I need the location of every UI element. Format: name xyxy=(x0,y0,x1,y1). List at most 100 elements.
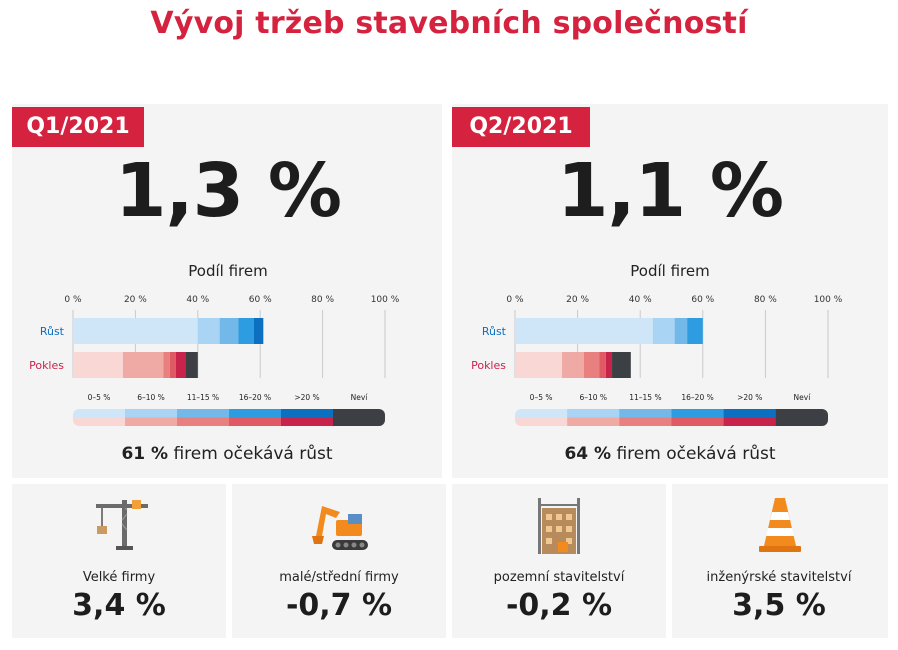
legend-label: 6–10 % xyxy=(579,393,607,402)
bar-segment xyxy=(73,318,198,344)
legend-swatch xyxy=(73,417,126,426)
bar-segment xyxy=(238,318,254,344)
legend-label: 16–20 % xyxy=(681,393,713,402)
x-tick-label: 20 % xyxy=(124,295,147,305)
x-tick-label: 60 % xyxy=(691,295,714,305)
legend-swatch xyxy=(619,417,673,426)
growth-summary-text-q1: firem očekává růst xyxy=(173,444,333,464)
legend-swatch xyxy=(567,409,621,418)
bar-segment xyxy=(197,318,220,344)
chart-subtitle-q1: Podíl firem xyxy=(188,262,268,280)
bar-segment xyxy=(169,352,176,378)
segment-panel-small-medium-firms xyxy=(232,484,446,638)
segment-value-small-medium-firms: -0,7 % xyxy=(285,588,393,623)
segment-label-large-firms: Velké firmy xyxy=(82,570,156,585)
x-tick-label: 60 % xyxy=(249,295,272,305)
legend-bar xyxy=(515,409,828,426)
legend-swatch xyxy=(775,409,828,426)
segment-label-civil-engineering: inženýrské stavitelství xyxy=(706,570,852,585)
x-tick-label: 40 % xyxy=(629,295,652,305)
x-tick-label: 0 % xyxy=(506,295,524,305)
quarter-badge-q2: Q2/2021 xyxy=(452,107,590,147)
bar-segment xyxy=(674,318,688,344)
bar-segment xyxy=(612,352,631,378)
legend-swatch xyxy=(125,417,178,426)
legend-swatch xyxy=(177,409,230,418)
legend-label: >20 % xyxy=(737,393,762,402)
bar-segment xyxy=(163,352,170,378)
bar-segment xyxy=(652,318,675,344)
bar-segment xyxy=(599,352,606,378)
growth-summary-q1: 61 % firem očekává růst xyxy=(62,444,392,464)
category-label: Růst xyxy=(482,325,507,338)
legend-swatch xyxy=(723,409,777,418)
legend-swatch xyxy=(73,409,126,418)
bar-segment xyxy=(583,352,600,378)
growth-share-q1: 61 % xyxy=(121,444,169,464)
legend-swatch xyxy=(671,417,725,426)
bar-segment xyxy=(185,352,198,378)
legend-label: 0–5 % xyxy=(530,393,553,402)
legend-swatch xyxy=(281,417,334,426)
x-tick-label: 0 % xyxy=(64,295,82,305)
legend-swatch xyxy=(281,409,334,418)
legend-swatch xyxy=(671,409,725,418)
legend-swatch xyxy=(333,409,385,426)
bar-segment xyxy=(605,352,613,378)
legend-swatch xyxy=(723,417,777,426)
page-title: Vývoj tržeb stavebních společností xyxy=(150,6,748,41)
legend-label: 16–20 % xyxy=(239,393,271,402)
legend-swatch xyxy=(177,417,230,426)
legend-label: >20 % xyxy=(294,393,319,402)
bar-segment xyxy=(561,352,584,378)
legend-label: 11–15 % xyxy=(187,393,219,402)
crane-icon xyxy=(96,500,148,550)
legend-label: Neví xyxy=(351,393,369,402)
legend-swatch xyxy=(567,417,621,426)
segment-panel-large-firms xyxy=(12,484,226,638)
segment-value-building-construction: -0,2 % xyxy=(505,588,613,623)
legend-swatch xyxy=(229,417,282,426)
bar-segment xyxy=(253,318,264,344)
x-tick-label: 100 % xyxy=(814,295,843,305)
bar-segment xyxy=(219,318,239,344)
category-label: Pokles xyxy=(471,359,506,372)
category-label: Růst xyxy=(40,325,65,338)
legend-label: 11–15 % xyxy=(629,393,661,402)
quarter-badge-q1: Q1/2021 xyxy=(12,107,144,147)
bar-segment xyxy=(515,318,653,344)
legend-bar xyxy=(73,409,385,426)
legend-swatch xyxy=(229,409,282,418)
chart-subtitle-q2: Podíl firem xyxy=(630,262,710,280)
legend-swatch xyxy=(515,409,569,418)
bar-segment xyxy=(122,352,164,378)
segment-label-building-construction: pozemní stavitelství xyxy=(493,570,625,585)
headline-value-q2: 1,1 % xyxy=(557,148,784,234)
x-tick-label: 80 % xyxy=(754,295,777,305)
headline-value-q1: 1,3 % xyxy=(115,148,342,234)
x-tick-label: 20 % xyxy=(566,295,589,305)
x-tick-label: 80 % xyxy=(311,295,334,305)
traffic-cone-icon xyxy=(759,498,801,552)
x-tick-label: 100 % xyxy=(371,295,400,305)
bar-segment xyxy=(687,318,703,344)
segment-value-large-firms: 3,4 % xyxy=(72,588,166,623)
category-label: Pokles xyxy=(29,359,64,372)
legend-label: Neví xyxy=(794,393,812,402)
bar-segment xyxy=(73,352,123,378)
legend-label: 6–10 % xyxy=(137,393,165,402)
legend-label: 0–5 % xyxy=(88,393,111,402)
bar-segment xyxy=(515,352,562,378)
legend-swatch xyxy=(619,409,673,418)
legend-swatch xyxy=(515,417,569,426)
growth-summary-text-q2: firem očekává růst xyxy=(616,444,776,464)
excavator-icon xyxy=(312,506,368,550)
segment-value-civil-engineering: 3,5 % xyxy=(732,588,826,623)
bar-segment xyxy=(175,352,186,378)
growth-summary-q2: 64 % firem očekává růst xyxy=(505,444,835,464)
legend-swatch xyxy=(125,409,178,418)
building-icon xyxy=(538,498,580,554)
segment-label-small-medium-firms: malé/střední firmy xyxy=(279,570,399,585)
